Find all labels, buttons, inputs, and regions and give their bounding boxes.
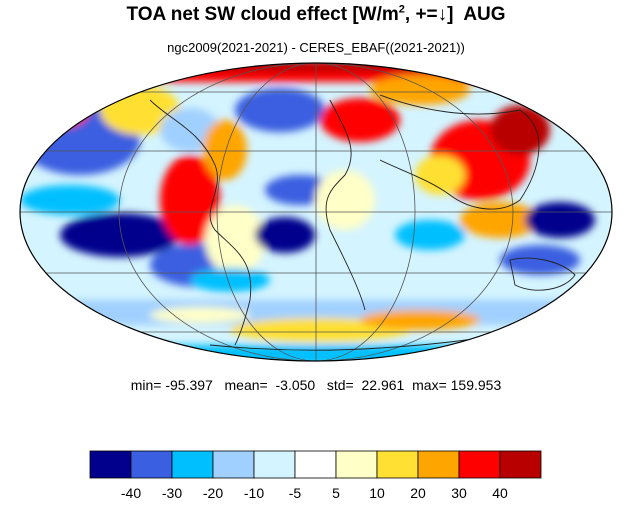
colorbar-box bbox=[417, 450, 460, 479]
stat-max-label: max= bbox=[404, 377, 451, 393]
stat-min-value: -95.397 bbox=[165, 377, 213, 393]
colorbar-box bbox=[89, 450, 132, 479]
colorbar-box bbox=[335, 450, 378, 479]
map-subtitle: ngc2009(2021-2021) - CERES_EBAF((2021-20… bbox=[167, 40, 465, 55]
map-border bbox=[19, 62, 613, 362]
stat-mean-label: mean= bbox=[212, 377, 276, 393]
colorbar-tick-label: 30 bbox=[451, 485, 467, 501]
colorbar-tick-label: 5 bbox=[332, 485, 340, 501]
colorbar-box bbox=[294, 450, 337, 479]
colorbar-box bbox=[376, 450, 419, 479]
colorbar-tick-label: -40 bbox=[121, 485, 141, 501]
colorbar-box bbox=[499, 450, 542, 479]
colorbar-tick-label: 40 bbox=[492, 485, 508, 501]
coastlines bbox=[149, 94, 576, 351]
colorbar-boxes bbox=[89, 450, 542, 479]
colorbar-tick-label: 20 bbox=[410, 485, 426, 501]
colorbar-tick-label: -30 bbox=[162, 485, 182, 501]
colorbar-box bbox=[130, 450, 173, 479]
colorbar-tick-label: -10 bbox=[244, 485, 264, 501]
colorbar-tick-label: -20 bbox=[203, 485, 223, 501]
colorbar-box bbox=[458, 450, 501, 479]
colorbar-box bbox=[171, 450, 214, 479]
colorbar-tick-labels: -40 -30 -20 -10 -5 5 10 20 30 40 bbox=[121, 485, 508, 501]
map-title: TOA net SW cloud effect [W/m2, +=↓] AUG bbox=[0, 4, 632, 26]
colorbar-box bbox=[253, 450, 296, 479]
colorbar-box bbox=[212, 450, 255, 479]
colorbar-tick-label: -5 bbox=[289, 485, 302, 501]
stat-max-value: 159.953 bbox=[450, 377, 502, 393]
colorbar-tick-label: 10 bbox=[369, 485, 385, 501]
stat-mean-value: -3.050 bbox=[275, 377, 316, 393]
longitude-gridlines bbox=[118, 63, 514, 361]
stat-std-label: std= bbox=[315, 377, 362, 393]
statistics-line: min= -95.397 mean= -3.050 std= 22.961 ma… bbox=[0, 377, 632, 393]
stat-std-value: 22.961 bbox=[361, 377, 405, 393]
stat-min-label: min= bbox=[130, 377, 166, 393]
title-text: TOA net SW cloud effect [W/m2, +=↓] AUG bbox=[126, 4, 506, 26]
